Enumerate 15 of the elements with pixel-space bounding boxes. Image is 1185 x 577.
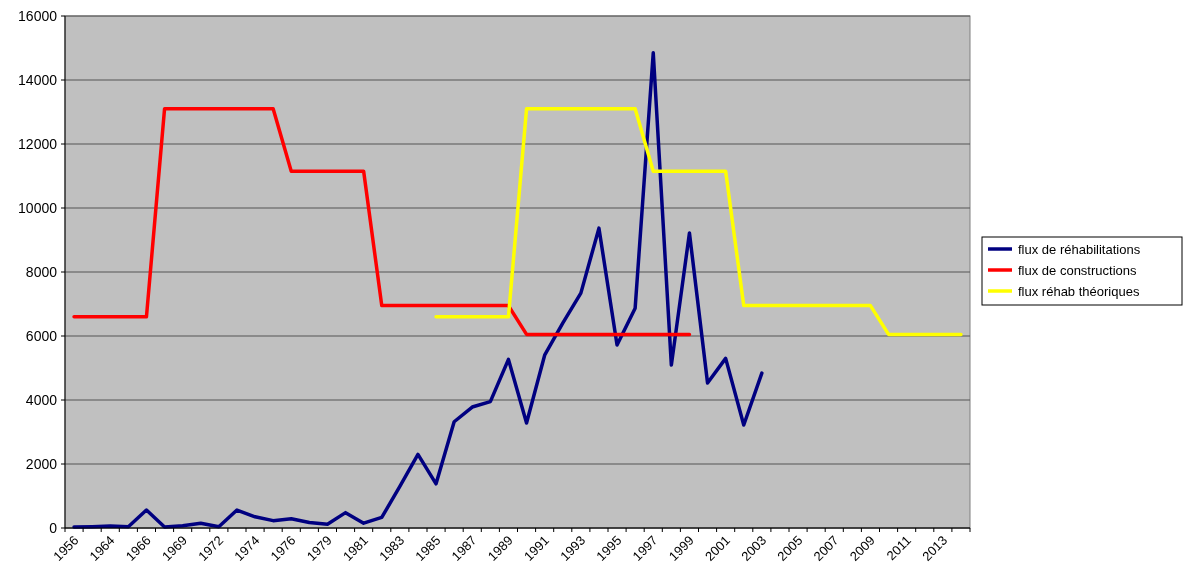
legend-label: flux de constructions — [1018, 262, 1137, 278]
legend-label: flux réhab théoriques — [1018, 283, 1140, 299]
y-tick-label: 2000 — [25, 455, 58, 472]
line-series — [72, 107, 692, 337]
y-tick-label: 16000 — [18, 7, 58, 24]
y-tick-label: 10000 — [18, 199, 58, 216]
y-tick-label: 4000 — [25, 391, 58, 408]
y-tick-label: 8000 — [25, 263, 58, 280]
y-tick-label: 6000 — [25, 327, 58, 344]
y-tick-label: 0 — [49, 519, 58, 536]
y-tick-label: 12000 — [18, 135, 58, 152]
y-tick-label: 14000 — [18, 71, 58, 88]
line-series — [72, 51, 764, 529]
line-series — [434, 107, 963, 337]
legend-label: flux de réhabilitations — [1018, 241, 1141, 257]
